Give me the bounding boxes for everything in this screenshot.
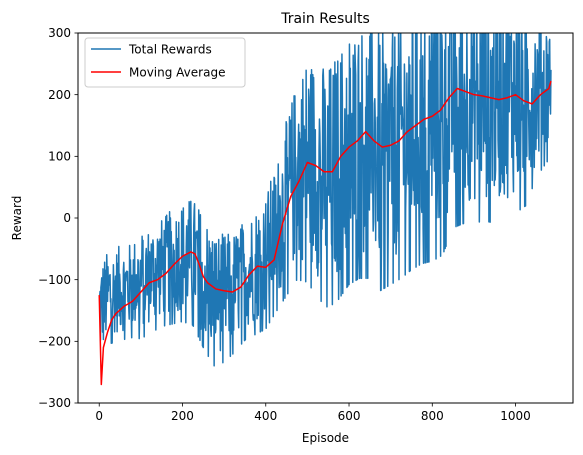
x-tick-label: 200 [171,409,194,423]
x-tick-label: 600 [338,409,361,423]
y-axis-label: Reward [10,196,24,241]
x-axis-label: Episode [302,431,349,445]
y-tick-label: 0 [63,211,71,225]
x-tick-label: 1000 [500,409,531,423]
y-axis-ticks: −300 −200 −100 0 100 200 300 [38,26,78,410]
series-line-moving-average [98,80,552,386]
x-tick-label: 400 [254,409,277,423]
y-tick-label: −200 [38,335,71,349]
y-tick-label: 300 [48,26,71,40]
y-tick-label: 100 [48,150,71,164]
legend-label-moving-average: Moving Average [129,66,225,80]
y-tick-label: 200 [48,88,71,102]
x-tick-label: 800 [421,409,444,423]
x-tick-label: 0 [95,409,103,423]
legend: Total Rewards Moving Average [84,37,246,88]
y-tick-label: −100 [38,273,71,287]
series-layer [98,33,552,386]
x-axis-ticks: 0 200 400 600 800 1000 [95,403,531,423]
series-line-total-rewards [98,33,552,367]
legend-label-total-rewards: Total Rewards [128,43,212,57]
legend-box [84,37,246,88]
chart-title: Train Results [280,11,370,27]
y-tick-label: −300 [38,396,71,410]
